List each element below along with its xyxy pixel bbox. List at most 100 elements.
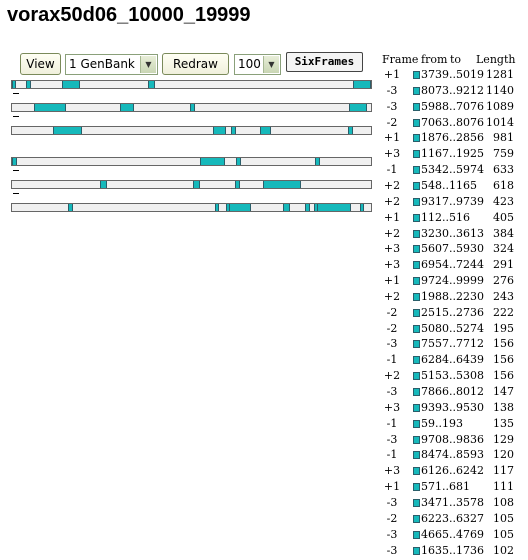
orf-segment[interactable] xyxy=(348,127,353,134)
orf-segment[interactable] xyxy=(120,104,134,111)
orf-segment[interactable] xyxy=(53,127,82,134)
length-cell: 120 xyxy=(493,448,514,461)
frame-cell: +3 xyxy=(383,242,401,255)
range-link[interactable]: 5153..5308 xyxy=(421,369,484,382)
range-link[interactable]: 7866..8012 xyxy=(421,385,484,398)
orf-segment[interactable] xyxy=(263,181,301,188)
orf-segment[interactable] xyxy=(226,204,230,211)
orf-segment[interactable] xyxy=(213,127,226,134)
orf-segment[interactable] xyxy=(200,158,225,165)
frame-cell: -3 xyxy=(386,385,398,398)
range-link[interactable]: 5607..5930 xyxy=(421,242,484,255)
range-link[interactable]: 5342..5974 xyxy=(421,163,484,176)
range-link[interactable]: 8474..8593 xyxy=(421,448,484,461)
range-link[interactable]: 1635..1736 xyxy=(421,544,484,557)
length-cell: 384 xyxy=(493,227,514,240)
range-link[interactable]: 9317..9739 xyxy=(421,195,484,208)
orf-swatch-icon xyxy=(413,372,420,380)
range-link[interactable]: 7063..8076 xyxy=(421,116,484,129)
orf-segment[interactable] xyxy=(215,204,219,211)
orf-segment[interactable] xyxy=(235,181,240,188)
database-select[interactable]: 1 GenBank ▼ xyxy=(65,54,158,75)
range-link[interactable]: 6223..6327 xyxy=(421,512,484,525)
orf-segment[interactable] xyxy=(314,204,318,211)
orf-segment[interactable] xyxy=(260,127,271,134)
orf-segment[interactable] xyxy=(229,204,251,211)
orf-segment[interactable] xyxy=(360,204,364,211)
count-select[interactable]: 100 ▼ xyxy=(234,54,281,75)
orf-swatch-icon xyxy=(413,103,420,111)
orf-segment[interactable] xyxy=(100,181,107,188)
database-select-value: 1 GenBank xyxy=(69,57,135,71)
length-cell: 129 xyxy=(493,433,514,446)
orf-swatch-icon xyxy=(413,356,420,364)
frame-cell: -3 xyxy=(386,496,398,509)
orf-segment[interactable] xyxy=(62,81,80,88)
length-cell: 102 xyxy=(493,544,514,557)
frame-cell: -1 xyxy=(386,353,398,366)
range-link[interactable]: 3230..3613 xyxy=(421,227,484,240)
frame-cell: -3 xyxy=(386,433,398,446)
orf-segment[interactable] xyxy=(305,204,310,211)
orf-segment[interactable] xyxy=(231,127,236,134)
range-link[interactable]: 9393..9530 xyxy=(421,401,484,414)
orf-swatch-icon xyxy=(413,451,420,459)
frame-cell: +3 xyxy=(383,147,401,160)
orf-segment[interactable] xyxy=(317,204,351,211)
range-link[interactable]: 571..681 xyxy=(421,480,470,493)
orf-segment[interactable] xyxy=(283,204,290,211)
view-button[interactable]: View xyxy=(20,53,61,75)
orf-swatch-icon xyxy=(413,198,420,206)
chevron-down-icon[interactable]: ▼ xyxy=(263,56,279,73)
orf-segment[interactable] xyxy=(190,104,195,111)
range-link[interactable]: 7557..7712 xyxy=(421,337,484,350)
frame-cell: +2 xyxy=(383,179,401,192)
range-link[interactable]: 59..193 xyxy=(421,417,463,430)
orf-segment[interactable] xyxy=(236,158,241,165)
orf-segment[interactable] xyxy=(193,181,200,188)
orf-swatch-icon xyxy=(413,499,420,507)
range-link[interactable]: 1876..2856 xyxy=(421,131,484,144)
range-link[interactable]: 9724..9999 xyxy=(421,274,484,287)
range-link[interactable]: 1167..1925 xyxy=(421,147,484,160)
orf-swatch-icon xyxy=(413,245,420,253)
orf-segment[interactable] xyxy=(12,81,16,88)
orf-segment[interactable] xyxy=(349,104,367,111)
orf-segment[interactable] xyxy=(68,204,73,211)
range-link[interactable]: 6126..6242 xyxy=(421,464,484,477)
range-link[interactable]: 112..516 xyxy=(421,211,470,224)
length-cell: 324 xyxy=(493,242,514,255)
range-link[interactable]: 1988..2230 xyxy=(421,290,484,303)
frame-cell: -3 xyxy=(386,337,398,350)
range-link[interactable]: 548..1165 xyxy=(421,179,477,192)
orf-segment[interactable] xyxy=(315,158,320,165)
orf-swatch-icon xyxy=(413,87,420,95)
chevron-down-icon[interactable]: ▼ xyxy=(140,56,156,73)
redraw-button[interactable]: Redraw xyxy=(162,53,229,75)
range-link[interactable]: 5080..5274 xyxy=(421,322,484,335)
length-cell: 147 xyxy=(493,385,514,398)
range-link[interactable]: 8073..9212 xyxy=(421,84,484,97)
sixframes-button[interactable]: SixFrames xyxy=(286,52,363,72)
range-link[interactable]: 5988..7076 xyxy=(421,100,484,113)
range-link[interactable]: 6954..7244 xyxy=(421,258,484,271)
range-link[interactable]: 3739..5019 xyxy=(421,68,484,81)
length-cell: 111 xyxy=(493,480,514,493)
orf-segment[interactable] xyxy=(26,81,31,88)
orf-segment[interactable] xyxy=(34,104,66,111)
orf-segment[interactable] xyxy=(353,81,371,88)
range-link[interactable]: 9708..9836 xyxy=(421,433,484,446)
range-link[interactable]: 3471..3578 xyxy=(421,496,484,509)
range-link[interactable]: 2515..2736 xyxy=(421,306,484,319)
page-title: vorax50d06_10000_19999 xyxy=(7,4,251,26)
orf-segment[interactable] xyxy=(148,81,155,88)
orf-segment[interactable] xyxy=(12,158,17,165)
length-cell: 1014 xyxy=(486,116,514,129)
length-cell: 291 xyxy=(493,258,514,271)
orf-track xyxy=(11,157,372,166)
frame-cell: +2 xyxy=(383,195,401,208)
orf-swatch-icon xyxy=(413,547,420,555)
range-link[interactable]: 6284..6439 xyxy=(421,353,484,366)
range-link[interactable]: 4665..4769 xyxy=(421,528,484,541)
length-cell: 981 xyxy=(493,131,514,144)
